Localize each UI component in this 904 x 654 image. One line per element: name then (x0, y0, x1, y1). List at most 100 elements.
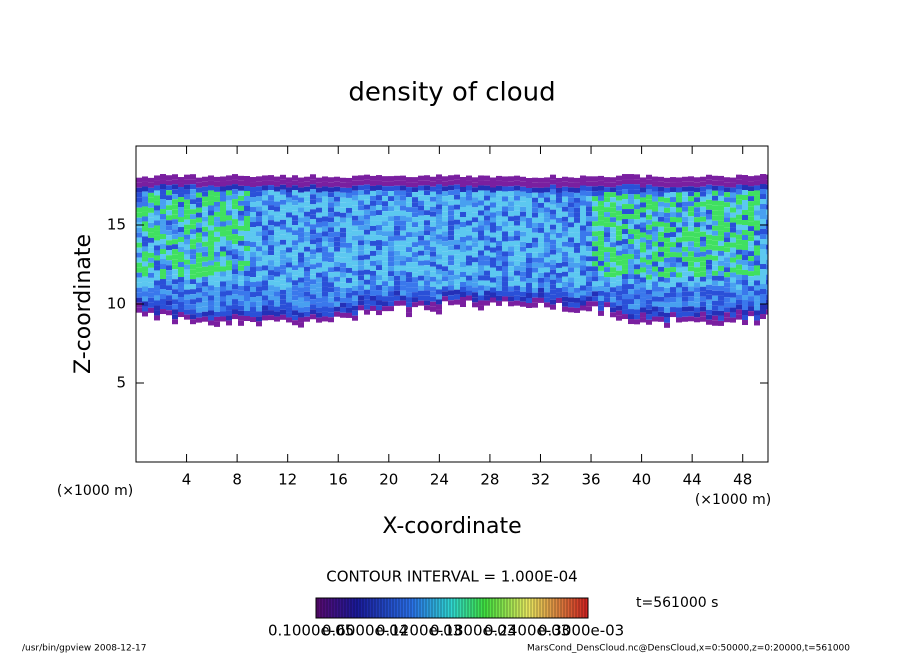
field-cell (232, 274, 238, 280)
field-cell (340, 217, 346, 223)
x-tick-label: 32 (531, 471, 550, 489)
field-cell (436, 214, 442, 220)
field-cell (250, 287, 256, 293)
field-cell (658, 286, 664, 292)
field-cell (358, 255, 364, 261)
field-cell (598, 275, 604, 281)
field-cell (700, 191, 706, 197)
field-cell (610, 192, 616, 198)
field-cell (568, 262, 574, 268)
field-cell (286, 292, 292, 298)
y-unit: (×1000 m) (57, 483, 133, 499)
field-cell (316, 272, 322, 278)
field-cell (658, 236, 664, 242)
field-cell (232, 269, 238, 275)
field-cell (706, 224, 712, 230)
field-cell (748, 246, 754, 252)
field-cell (262, 190, 268, 196)
field-cell (136, 212, 142, 218)
field-cell (514, 245, 520, 251)
field-cell (190, 234, 196, 240)
field-cell (418, 280, 424, 286)
field-cell (190, 264, 196, 270)
field-cell (586, 271, 592, 277)
field-cell (712, 220, 718, 226)
field-cell (526, 192, 532, 198)
field-cell (490, 282, 496, 288)
field-cell (634, 309, 640, 315)
field-cell (706, 229, 712, 235)
field-cell (658, 216, 664, 222)
field-cell (424, 260, 430, 266)
field-cell (544, 212, 550, 218)
field-cell (694, 297, 700, 303)
field-cell (688, 316, 694, 322)
field-cell (208, 230, 214, 236)
field-cell (166, 255, 172, 261)
field-cell (448, 280, 454, 286)
field-cell (592, 206, 598, 212)
field-cell (484, 200, 490, 206)
field-cell (328, 217, 334, 223)
field-cell (220, 261, 226, 267)
field-cell (424, 290, 430, 296)
field-cell (304, 226, 310, 232)
field-cell (616, 305, 622, 311)
field-cell (370, 230, 376, 236)
field-cell (604, 177, 610, 183)
field-cell (514, 300, 520, 306)
field-cell (256, 316, 262, 322)
field-cell (244, 305, 250, 311)
field-cell (364, 279, 370, 285)
field-cell (712, 180, 718, 186)
field-cell (196, 317, 202, 323)
field-cell (160, 269, 166, 275)
field-cell (718, 285, 724, 291)
field-cell (172, 194, 178, 200)
field-cell (376, 250, 382, 256)
field-cell (610, 297, 616, 303)
field-cell (154, 180, 160, 186)
field-cell (202, 316, 208, 322)
field-cell (424, 245, 430, 251)
field-cell (142, 186, 148, 192)
field-cell (280, 184, 286, 190)
field-cell (160, 234, 166, 240)
field-cell (250, 242, 256, 248)
field-cell (676, 202, 682, 208)
field-cell (700, 241, 706, 247)
field-cell (640, 287, 646, 293)
field-cell (166, 180, 172, 186)
field-cell (226, 320, 232, 326)
field-cell (160, 249, 166, 255)
field-cell (532, 292, 538, 298)
field-cell (448, 240, 454, 246)
field-cell (562, 191, 568, 197)
field-cell (310, 309, 316, 315)
field-cell (724, 312, 730, 318)
field-cell (520, 176, 526, 182)
field-cell (484, 185, 490, 191)
field-cell (664, 277, 670, 283)
field-cell (688, 311, 694, 317)
field-cell (334, 226, 340, 232)
field-cell (622, 269, 628, 275)
field-cell (358, 195, 364, 201)
field-cell (628, 309, 634, 315)
field-cell (616, 205, 622, 211)
field-cell (280, 189, 286, 195)
field-cell (580, 195, 586, 201)
field-cell (244, 200, 250, 206)
field-cell (706, 209, 712, 215)
field-cell (346, 197, 352, 203)
field-cell (322, 261, 328, 267)
field-cell (202, 246, 208, 252)
field-cell (472, 227, 478, 233)
field-cell (748, 271, 754, 277)
field-cell (646, 244, 652, 250)
field-cell (670, 187, 676, 193)
field-cell (682, 181, 688, 187)
field-cell (142, 181, 148, 187)
field-cell (652, 316, 658, 322)
field-cell (352, 180, 358, 186)
